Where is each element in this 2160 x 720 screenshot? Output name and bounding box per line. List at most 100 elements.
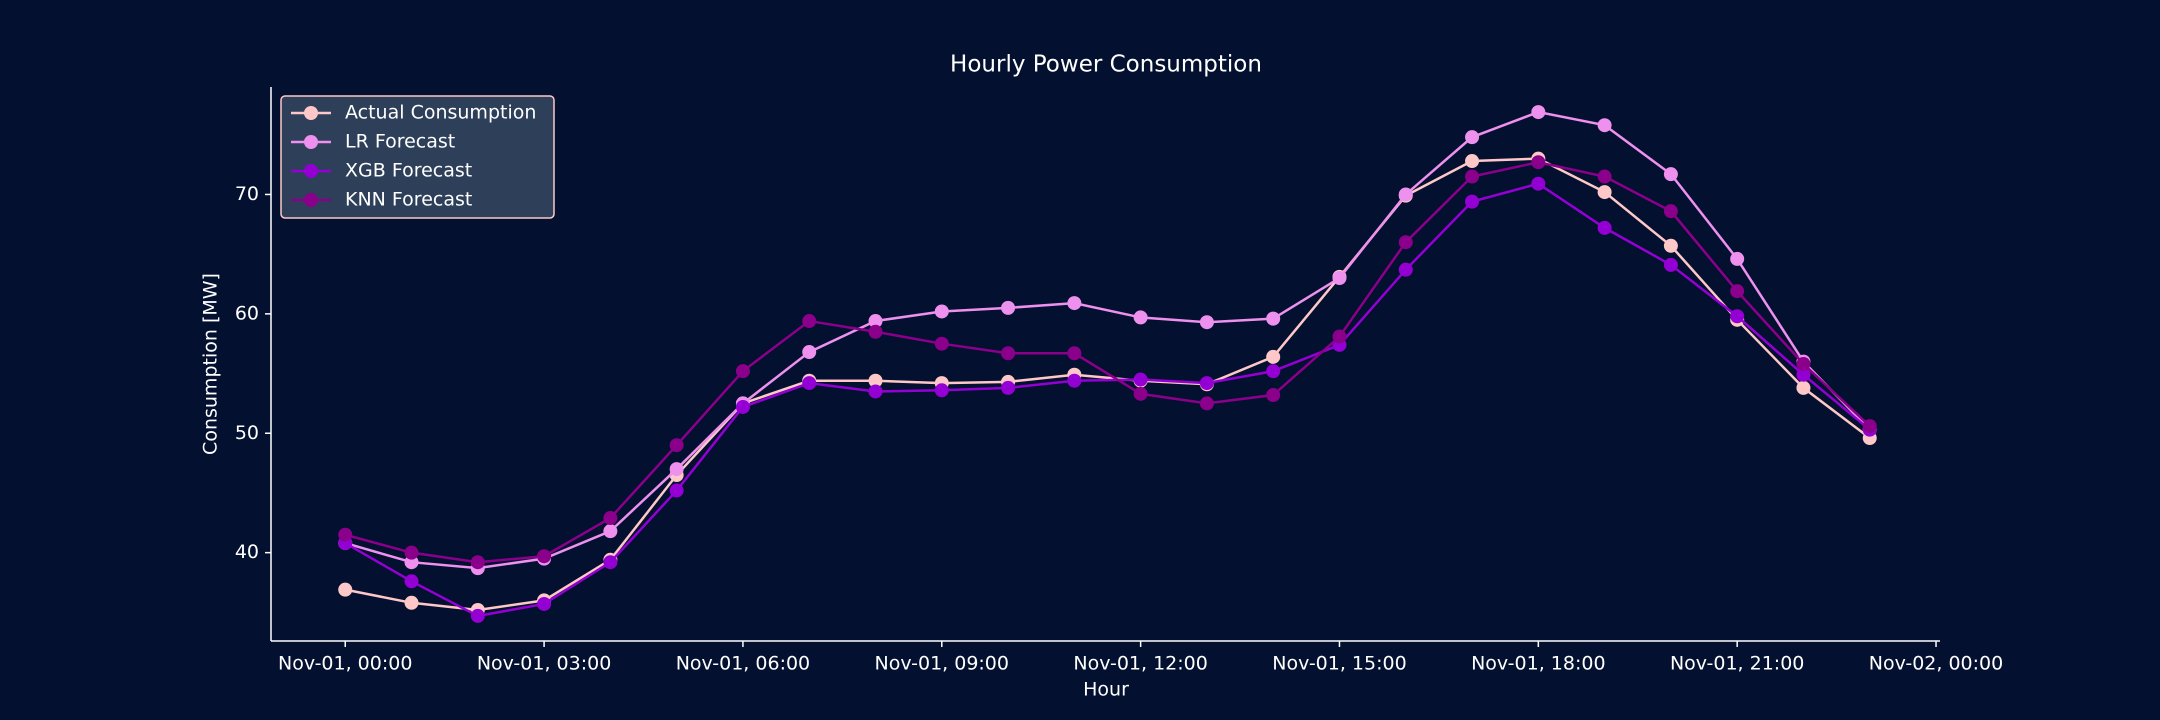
series-line <box>344 157 1871 612</box>
data-point <box>669 438 684 453</box>
data-point <box>1398 187 1413 202</box>
data-point <box>1597 185 1612 200</box>
data-point <box>868 384 883 399</box>
data-point <box>603 524 618 539</box>
x-axis-label: Hour <box>1083 679 1129 701</box>
chart-title: Hourly Power Consumption <box>950 52 1262 78</box>
data-point <box>802 314 817 329</box>
legend-label: XGB Forecast <box>345 160 472 182</box>
series-line <box>344 110 1871 570</box>
data-point <box>470 555 485 570</box>
x-tick-label: Nov-01, 03:00 <box>477 653 611 675</box>
data-point <box>735 364 750 379</box>
data-point <box>1663 257 1678 272</box>
data-point <box>802 376 817 391</box>
y-tick-label: 50 <box>235 422 259 444</box>
data-point <box>404 574 419 589</box>
data-point <box>1398 235 1413 250</box>
data-point <box>1133 372 1148 387</box>
data-point <box>1531 155 1546 170</box>
data-point <box>404 595 419 610</box>
data-point <box>1663 204 1678 219</box>
data-point <box>868 314 883 329</box>
data-point <box>1398 262 1413 277</box>
legend-marker <box>304 135 318 149</box>
data-point <box>1465 154 1480 169</box>
data-point <box>1199 376 1214 391</box>
data-point <box>1465 194 1480 209</box>
data-point <box>1266 388 1281 403</box>
data-point <box>1597 169 1612 184</box>
data-point <box>1332 271 1347 286</box>
data-point <box>1199 315 1214 330</box>
legend-label: LR Forecast <box>345 131 455 153</box>
data-point <box>934 383 949 398</box>
data-point <box>1796 380 1811 395</box>
data-point <box>1465 169 1480 184</box>
series-line <box>344 160 1871 564</box>
data-point <box>1067 346 1082 361</box>
data-point <box>1001 380 1016 395</box>
data-point <box>1531 176 1546 191</box>
data-point <box>1001 346 1016 361</box>
data-point <box>537 549 552 564</box>
data-point <box>537 596 552 611</box>
legend-box <box>280 95 555 219</box>
data-point <box>1730 251 1745 266</box>
data-point <box>1266 364 1281 379</box>
legend-marker <box>304 164 318 178</box>
series-line <box>344 182 1871 618</box>
data-point <box>669 483 684 498</box>
data-point <box>868 373 883 388</box>
data-point <box>1133 310 1148 325</box>
data-point <box>338 527 353 542</box>
legend-label: Actual Consumption <box>345 102 536 124</box>
data-point <box>735 399 750 414</box>
data-point <box>1663 167 1678 182</box>
data-point <box>669 462 684 477</box>
data-point <box>1531 105 1546 120</box>
data-point <box>338 582 353 597</box>
legend-label: KNN Forecast <box>345 189 472 211</box>
data-point <box>802 345 817 360</box>
data-point <box>1067 296 1082 311</box>
y-tick-label: 60 <box>235 302 259 324</box>
x-tick-label: Nov-01, 12:00 <box>1073 653 1207 675</box>
data-point <box>470 608 485 623</box>
x-tick-label: Nov-01, 06:00 <box>676 653 810 675</box>
x-tick-label: Nov-01, 18:00 <box>1471 653 1605 675</box>
data-point <box>868 324 883 339</box>
data-point <box>1266 311 1281 326</box>
data-point <box>1199 396 1214 411</box>
data-point <box>1465 130 1480 145</box>
data-point <box>1133 386 1148 401</box>
x-tick-label: Nov-01, 21:00 <box>1670 653 1804 675</box>
data-point <box>603 555 618 570</box>
y-tick-label: 70 <box>235 183 259 205</box>
data-point <box>934 304 949 319</box>
y-tick-label: 40 <box>235 541 259 563</box>
data-point <box>1796 357 1811 371</box>
data-point <box>603 511 618 526</box>
data-point <box>1001 300 1016 315</box>
x-tick-label: Nov-02, 00:00 <box>1869 653 2003 675</box>
legend-marker <box>304 106 318 120</box>
data-point <box>1597 118 1612 133</box>
data-point <box>1663 238 1678 253</box>
data-point <box>1266 349 1281 364</box>
data-point <box>1796 367 1811 382</box>
x-tick-label: Nov-01, 15:00 <box>1272 653 1406 675</box>
legend-marker <box>304 193 318 207</box>
data-point <box>1862 419 1877 434</box>
x-tick-label: Nov-01, 09:00 <box>875 653 1009 675</box>
data-point <box>934 336 949 351</box>
data-point <box>1597 220 1612 235</box>
data-point <box>1730 309 1745 324</box>
data-point <box>1730 284 1745 299</box>
x-tick-label: Nov-01, 00:00 <box>278 653 412 675</box>
data-point <box>1067 373 1082 388</box>
data-point <box>404 545 419 560</box>
y-axis-label: Consumption [MW] <box>200 273 222 455</box>
